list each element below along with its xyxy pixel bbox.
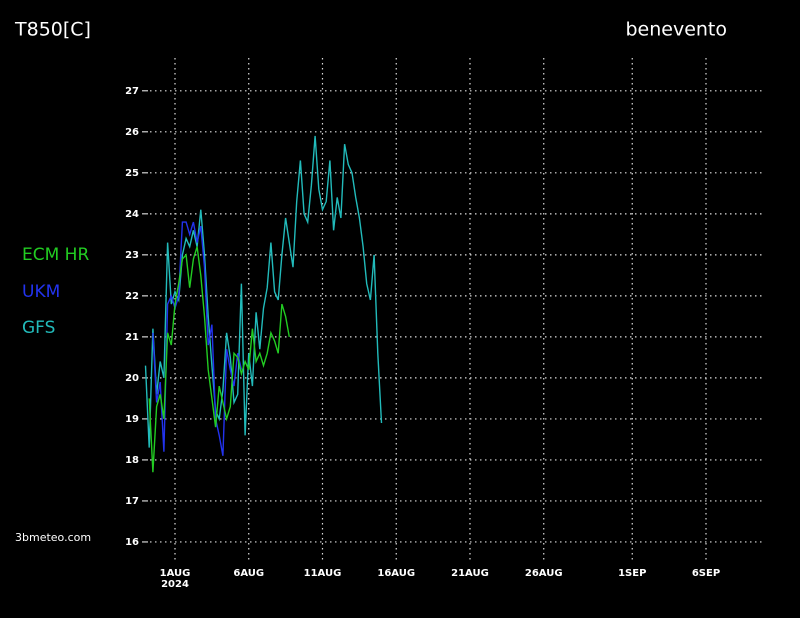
x-tick-label: 26AUG	[525, 568, 563, 579]
legend-entry: UKM	[22, 282, 60, 302]
y-tick-label: 27	[125, 86, 139, 97]
x-tick-label: 1AUG	[160, 568, 191, 579]
x-tick-label: 1SEP	[618, 568, 646, 579]
y-tick-label: 22	[125, 291, 139, 302]
series-line	[144, 135, 383, 448]
x-tick-label: 11AUG	[304, 568, 342, 579]
y-tick-label: 20	[125, 373, 139, 384]
series-line	[148, 246, 290, 473]
x-tick-label: 21AUG	[451, 568, 489, 579]
x-tick-label: 6AUG	[233, 568, 264, 579]
y-tick-label: 21	[125, 332, 139, 343]
y-tick-label: 17	[125, 496, 139, 507]
year-label: 2024	[161, 579, 189, 590]
y-tick-label: 19	[125, 414, 139, 425]
y-tick-label: 18	[125, 455, 139, 466]
y-tick-label: 16	[125, 537, 139, 548]
y-tick-label: 23	[125, 250, 139, 261]
x-tick-label: 6SEP	[692, 568, 720, 579]
location: benevento	[625, 19, 727, 41]
legend-entry: ECM HR	[22, 245, 89, 265]
y-tick-label: 26	[125, 127, 139, 138]
chart-title: T850[C]	[14, 19, 91, 41]
credit: 3bmeteo.com	[15, 531, 91, 544]
y-tick-label: 25	[125, 168, 139, 179]
legend-entry: GFS	[22, 318, 55, 338]
series-line	[152, 221, 243, 456]
x-tick-label: 16AUG	[377, 568, 415, 579]
y-tick-label: 24	[125, 209, 139, 220]
